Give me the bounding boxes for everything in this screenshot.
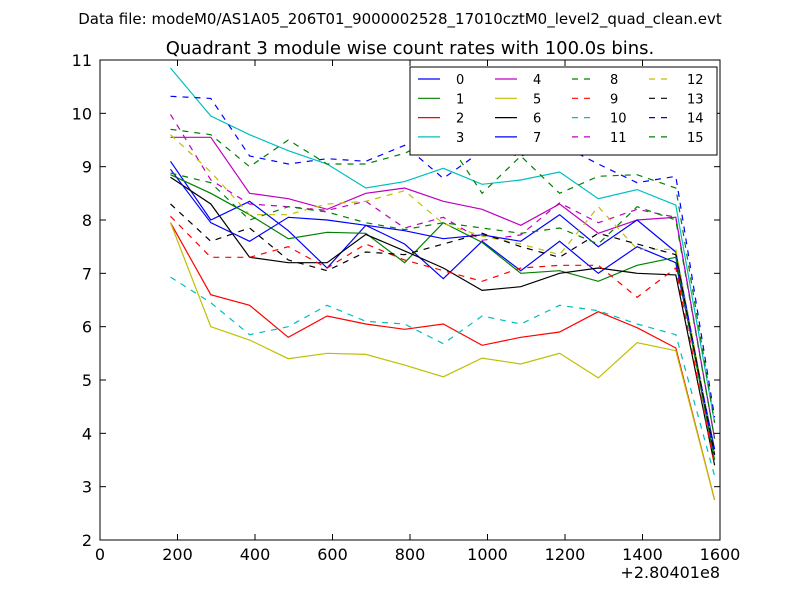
legend-label-14: 14: [687, 112, 704, 127]
x-axis: 0 200 400 600 800 1000 1200 1400 1600: [95, 60, 740, 564]
legend-label-7: 7: [533, 131, 541, 146]
x-tick-label: 1000: [467, 545, 508, 564]
legend-label-10: 10: [610, 112, 627, 127]
y-tick-label: 10: [72, 104, 92, 123]
series-line-10: [170, 276, 716, 477]
y-tick-label: 8: [82, 211, 92, 230]
legend-label-9: 9: [610, 92, 618, 107]
x-tick-label: 200: [162, 545, 193, 564]
x-offset-label: +2.80401e8: [620, 563, 720, 582]
legend-label-0: 0: [456, 73, 464, 88]
x-tick-label: 400: [240, 545, 271, 564]
series-line-12: [170, 134, 716, 455]
series-line-14: [170, 95, 716, 418]
series-line-3: [170, 67, 716, 423]
y-tick-label: 2: [82, 531, 92, 550]
x-tick-label: 1400: [622, 545, 663, 564]
x-tick-label: 800: [395, 545, 426, 564]
legend-label-13: 13: [687, 92, 704, 107]
series-line-15: [170, 172, 716, 439]
legend-label-5: 5: [533, 92, 541, 107]
legend-label-2: 2: [456, 112, 464, 127]
legend-label-1: 1: [456, 92, 464, 107]
series-line-7: [170, 168, 716, 455]
y-tick-label: 5: [82, 371, 92, 390]
suptitle: Data file: modeM0/AS1A05_206T01_90000025…: [78, 10, 722, 29]
y-tick-label: 7: [82, 264, 92, 283]
series-line-6: [170, 176, 716, 466]
legend-label-15: 15: [687, 131, 704, 146]
legend-label-6: 6: [533, 112, 541, 127]
series-line-9: [170, 215, 716, 466]
x-tick-label: 0: [95, 545, 105, 564]
x-tick-label: 1200: [545, 545, 586, 564]
y-tick-label: 9: [82, 158, 92, 177]
series-line-0: [170, 160, 716, 450]
legend-label-12: 12: [687, 73, 704, 88]
series-line-1: [170, 174, 716, 461]
y-tick-label: 11: [72, 51, 92, 70]
series-line-13: [170, 203, 716, 455]
chart-title: Quadrant 3 module wise count rates with …: [166, 38, 655, 59]
series-line-5: [169, 222, 716, 501]
series-line-11: [169, 114, 716, 439]
y-tick-label: 6: [82, 318, 92, 337]
series-line-2: [169, 222, 716, 501]
y-tick-label: 4: [82, 424, 92, 443]
legend-label-11: 11: [610, 131, 627, 146]
x-tick-label: 600: [317, 545, 348, 564]
legend-label-3: 3: [456, 131, 464, 146]
legend-label-4: 4: [533, 73, 541, 88]
legend-box: [409, 66, 718, 156]
series-line-4: [170, 136, 716, 439]
legend-label-8: 8: [610, 73, 618, 88]
y-tick-label: 3: [82, 478, 92, 497]
x-tick-label: 1600: [700, 545, 741, 564]
